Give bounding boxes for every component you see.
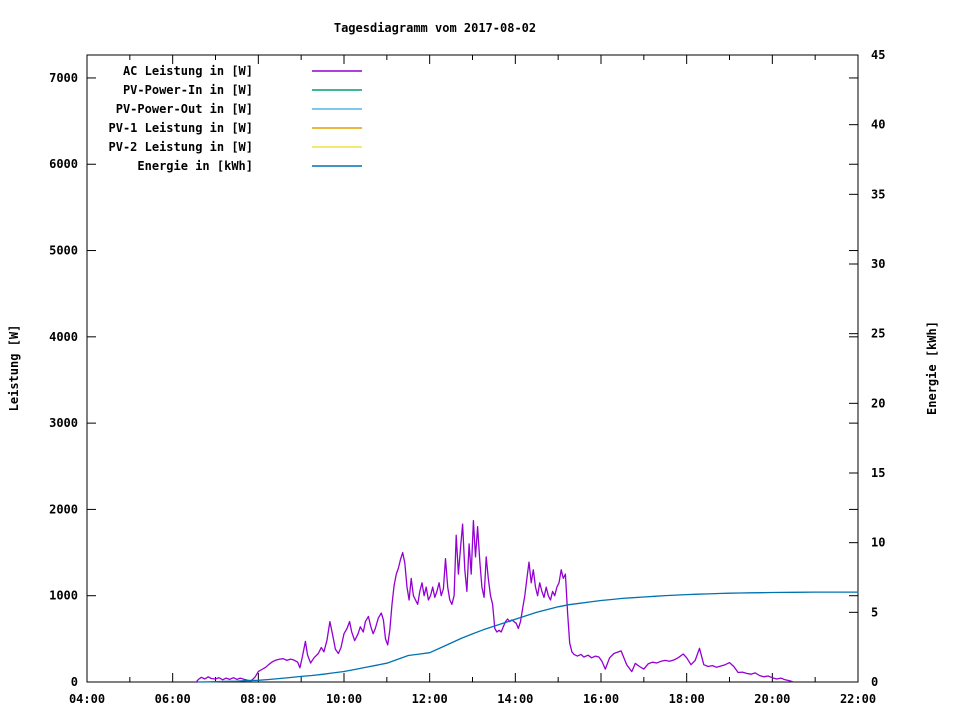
y1-tick-label: 4000 bbox=[49, 330, 78, 344]
x-tick-label: 12:00 bbox=[412, 692, 448, 706]
y1-tick-label: 5000 bbox=[49, 244, 78, 258]
chart-title: Tagesdiagramm vom 2017-08-02 bbox=[334, 21, 536, 35]
x-tick-label: 10:00 bbox=[326, 692, 362, 706]
y2-tick-label: 15 bbox=[871, 466, 885, 480]
y2-tick-label: 35 bbox=[871, 187, 885, 201]
y1-axis-ticks: 0 1000 2000 3000 4000 5000 6000 7000 bbox=[49, 71, 858, 689]
legend-label: PV-2 Leistung in [W] bbox=[109, 140, 254, 154]
legend-label: Energie in [kWh] bbox=[137, 159, 253, 173]
y1-tick-label: 6000 bbox=[49, 157, 78, 171]
y2-axis-ticks: 0 5 10 15 20 25 30 35 40 45 bbox=[849, 48, 885, 689]
legend-label: PV-1 Leistung in [W] bbox=[109, 121, 254, 135]
y2-tick-label: 25 bbox=[871, 327, 885, 341]
y2-tick-label: 20 bbox=[871, 396, 885, 410]
x-tick-label: 22:00 bbox=[840, 692, 876, 706]
y1-tick-label: 0 bbox=[71, 675, 78, 689]
y1-tick-label: 7000 bbox=[49, 71, 78, 85]
y2-tick-label: 45 bbox=[871, 48, 885, 62]
y2-tick-label: 0 bbox=[871, 675, 878, 689]
y1-tick-label: 2000 bbox=[49, 502, 78, 516]
y1-tick-label: 3000 bbox=[49, 416, 78, 430]
y2-axis-title: Energie [kWh] bbox=[925, 321, 939, 415]
y2-tick-label: 30 bbox=[871, 257, 885, 271]
series-ac-leistung-in-w bbox=[195, 519, 794, 683]
x-tick-label: 18:00 bbox=[669, 692, 705, 706]
series-lines bbox=[195, 519, 859, 683]
x-axis-ticks: 04:00 06:00 08:00 10:00 12:00 14:00 16:00 18:00… bbox=[69, 55, 876, 706]
legend-label: PV-Power-Out in [W] bbox=[116, 102, 253, 116]
x-tick-label: 14:00 bbox=[497, 692, 533, 706]
y1-tick-label: 1000 bbox=[49, 589, 78, 603]
y2-tick-label: 40 bbox=[871, 118, 885, 132]
y1-axis-title: Leistung [W] bbox=[7, 325, 21, 412]
legend: AC Leistung in [W] PV-Power-In in [W] PV-P… bbox=[109, 64, 362, 173]
series-energie-in-kwh bbox=[197, 591, 859, 683]
x-tick-label: 16:00 bbox=[583, 692, 619, 706]
legend-label: PV-Power-In in [W] bbox=[123, 83, 253, 97]
y2-tick-label: 5 bbox=[871, 605, 878, 619]
x-tick-label: 20:00 bbox=[754, 692, 790, 706]
x-tick-label: 06:00 bbox=[155, 692, 191, 706]
x-tick-label: 04:00 bbox=[69, 692, 105, 706]
legend-label: AC Leistung in [W] bbox=[123, 64, 253, 78]
x-tick-label: 08:00 bbox=[240, 692, 276, 706]
y2-tick-label: 10 bbox=[871, 536, 885, 550]
